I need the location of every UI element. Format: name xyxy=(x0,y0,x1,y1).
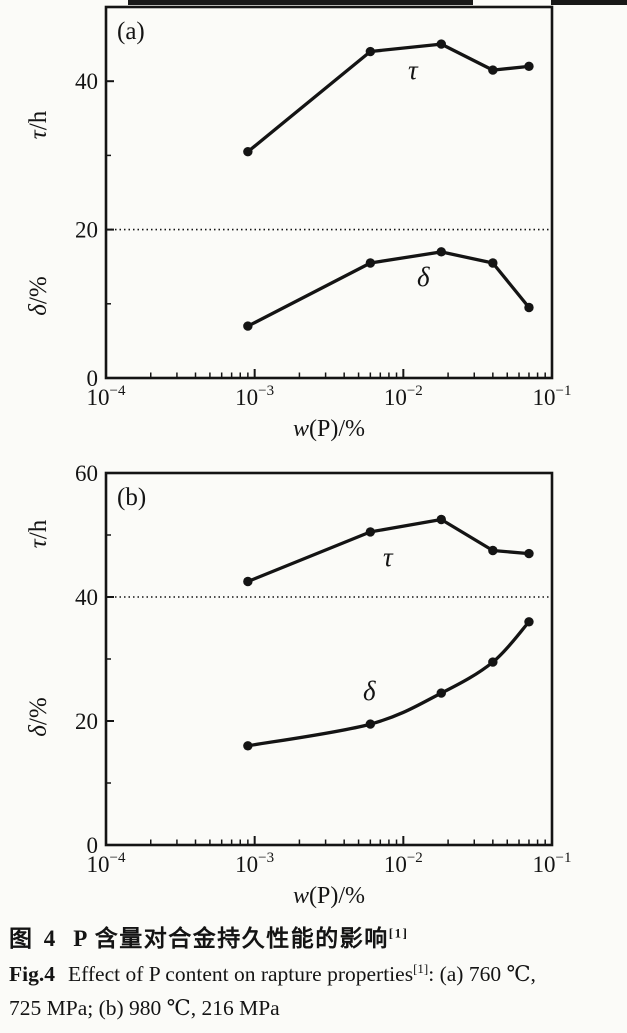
y-axis-title-upper-b: τ/h xyxy=(25,519,52,548)
y-axis-title-lower-b: δ/% xyxy=(25,697,52,736)
y-axis-title-var: τ xyxy=(25,129,52,139)
panel-label-b: (b) xyxy=(117,484,146,511)
x-tick-exponent: −4 xyxy=(110,850,126,866)
tau-data-point-a xyxy=(365,46,376,57)
y-axis-title-var: δ xyxy=(25,725,52,737)
x-tick-label-a: 10−3 xyxy=(235,383,274,410)
x-tick-base: 10 xyxy=(87,852,110,877)
tau-data-point-a xyxy=(488,65,498,75)
caption-english-line1: Fig.4 Effect of P content on rapture prop… xyxy=(9,962,625,987)
tau-data-point-a xyxy=(524,61,534,72)
x-tick-label-b: 10−4 xyxy=(87,850,126,877)
caption-english-label: Fig.4 xyxy=(9,962,55,986)
x-tick-base: 10 xyxy=(384,852,407,877)
delta-curve-a xyxy=(246,250,531,328)
x-tick-exponent: −1 xyxy=(556,850,572,866)
tau-series-label-b: τ xyxy=(383,542,394,572)
tau-series-label-a: τ xyxy=(408,55,419,85)
x-tick-base: 10 xyxy=(533,385,556,410)
tau-data-point-b xyxy=(243,576,253,587)
x-axis-title-b: w(P)/% xyxy=(293,883,365,909)
caption-english-citation: [1] xyxy=(413,960,429,976)
tau-data-point-b xyxy=(436,514,446,525)
y-axis-title-var: τ xyxy=(25,538,52,548)
x-tick-base: 10 xyxy=(235,852,258,877)
x-tick-label-b: 10−2 xyxy=(384,850,423,877)
x-axis-title-var: w xyxy=(293,883,309,909)
y-axis-title-lower-a: δ/% xyxy=(25,276,52,315)
x-tick-label-a: 10−4 xyxy=(87,383,126,410)
tau-data-point-b xyxy=(524,548,534,559)
y-axis-title-rest: /h xyxy=(25,519,52,539)
x-tick-base: 10 xyxy=(384,385,407,410)
x-tick-label-a: 10−2 xyxy=(384,383,423,410)
x-tick-base: 10 xyxy=(87,385,110,410)
delta-data-point-a xyxy=(243,321,253,331)
x-tick-base: 10 xyxy=(533,852,556,877)
y-tick-label-a: 40 xyxy=(75,69,98,94)
caption-english-conditions-a: : (a) 760 ℃, xyxy=(428,962,536,986)
delta-series-label-a: δ xyxy=(417,262,430,292)
x-tick-exponent: −2 xyxy=(407,383,423,399)
caption-chinese-text: P 含量对合金持久性能的影响 xyxy=(73,926,389,951)
caption-chinese-citation: [1] xyxy=(388,925,409,941)
delta-data-point-b xyxy=(243,741,253,751)
delta-series-label-b: δ xyxy=(363,676,376,706)
delta-data-point-a xyxy=(365,258,376,268)
x-axis-title-a: w(P)/% xyxy=(293,416,365,442)
delta-data-point-a xyxy=(436,247,446,257)
x-axis-title-rest: (P)/% xyxy=(309,416,365,442)
x-tick-exponent: −2 xyxy=(407,850,423,866)
delta-data-point-b xyxy=(524,617,534,627)
plot-frame-b xyxy=(104,471,554,847)
delta-curve-b xyxy=(246,620,531,748)
delta-data-point-a xyxy=(524,302,534,313)
caption-chinese-label: 图 4 xyxy=(9,926,59,951)
x-tick-label-b: 10−3 xyxy=(235,850,274,877)
x-tick-exponent: −3 xyxy=(258,383,274,399)
caption-english-text: Effect of P content on rapture propertie… xyxy=(67,962,414,986)
y-axis-title-var: δ xyxy=(25,304,52,316)
x-tick-label-b: 10−1 xyxy=(533,850,572,877)
tau-data-point-b xyxy=(488,545,498,556)
y-axis-title-rest: /h xyxy=(25,110,52,130)
delta-data-point-b xyxy=(365,719,376,729)
y-tick-label-b: 20 xyxy=(75,709,98,734)
y-axis-title-rest: /% xyxy=(25,697,52,725)
delta-data-point-a xyxy=(488,258,498,268)
y-tick-label-b: 60 xyxy=(75,461,98,486)
panel-label-a: (a) xyxy=(117,18,145,45)
scan-artifact xyxy=(551,0,627,5)
y-axis-title-upper-a: τ/h xyxy=(25,110,52,139)
x-tick-exponent: −3 xyxy=(258,850,274,866)
y-tick-label-b: 40 xyxy=(75,585,98,610)
delta-data-point-b xyxy=(436,688,446,698)
x-tick-exponent: −1 xyxy=(556,383,572,399)
tau-data-point-b xyxy=(365,527,376,537)
y-tick-label-b: 0 xyxy=(87,833,99,858)
x-tick-base: 10 xyxy=(235,385,258,410)
caption-chinese: 图 4 P 含量对合金持久性能的影响[1] xyxy=(9,919,625,953)
x-tick-exponent: −4 xyxy=(110,383,126,399)
tau-data-point-a xyxy=(243,146,253,157)
plot-frame-a xyxy=(104,5,554,380)
tau-curve-a xyxy=(246,42,531,154)
y-tick-label-a: 20 xyxy=(75,218,98,243)
tau-data-point-a xyxy=(436,39,446,49)
caption-english-line2: 725 MPa; (b) 980 ℃, 216 MPa xyxy=(9,996,280,1020)
x-tick-label-a: 10−1 xyxy=(533,383,572,410)
y-tick-label-a: 0 xyxy=(87,366,99,391)
y-axis-title-rest: /% xyxy=(25,276,52,304)
delta-data-point-b xyxy=(488,657,498,667)
scan-artifact xyxy=(128,0,473,5)
x-axis-title-rest: (P)/% xyxy=(309,883,365,909)
x-axis-title-var: w xyxy=(293,416,309,442)
